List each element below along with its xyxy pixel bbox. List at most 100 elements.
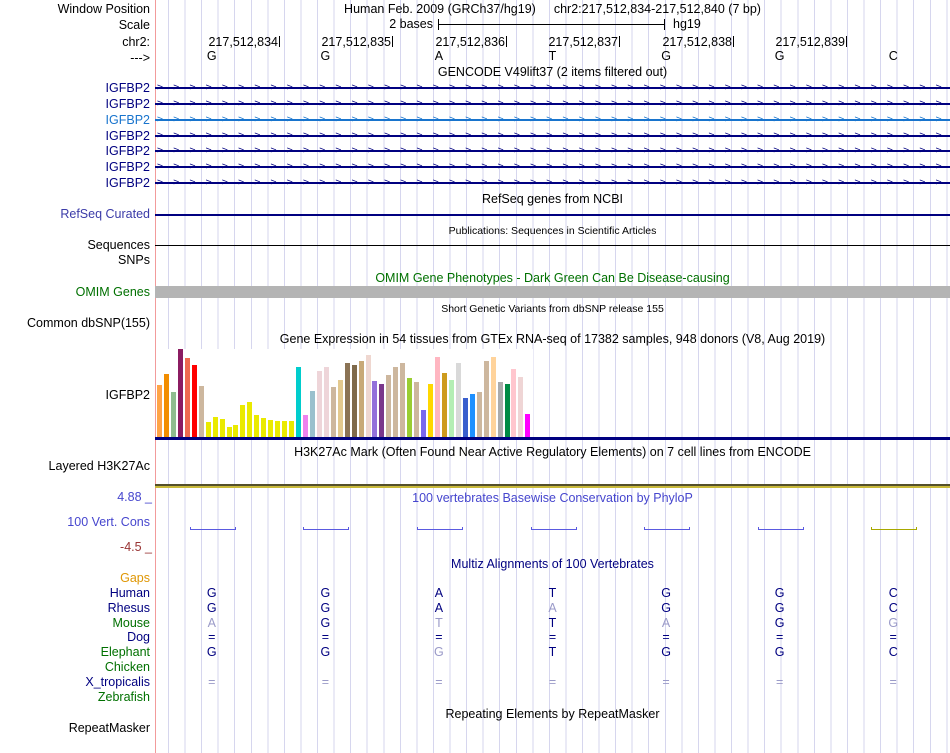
gtex-bar[interactable]: [317, 371, 322, 437]
gencode-gene-label[interactable]: IGFBP2: [105, 129, 150, 143]
gtex-bar[interactable]: [366, 355, 371, 437]
gencode-gene-label[interactable]: IGFBP2: [105, 81, 150, 95]
gtex-bar[interactable]: [275, 421, 280, 437]
gtex-bar[interactable]: [164, 373, 169, 437]
refseq-curated-label[interactable]: RefSeq Curated: [60, 207, 150, 221]
species-label-dog[interactable]: Dog: [127, 630, 150, 644]
gtex-bar[interactable]: [400, 363, 405, 437]
publications-track-title[interactable]: Publications: Sequences in Scientific Ar…: [448, 225, 657, 237]
gtex-bar[interactable]: [491, 356, 496, 437]
gtex-bar[interactable]: [372, 380, 377, 437]
refseq-gene-line[interactable]: [155, 214, 950, 216]
gtex-bar[interactable]: [206, 422, 211, 437]
gtex-bar[interactable]: [268, 420, 273, 437]
gencode-transcript-row[interactable]: >>>>>>>>>>>>>>>>>>>>>>>>>>>>>>>>>>>>>>>>…: [155, 159, 950, 174]
sequences-item-line[interactable]: [155, 245, 950, 246]
gtex-gene-label[interactable]: IGFBP2: [105, 388, 150, 402]
gtex-bar[interactable]: [498, 381, 503, 437]
gtex-bar[interactable]: [338, 379, 343, 437]
gtex-bar[interactable]: [157, 385, 162, 437]
phylop-track-title[interactable]: 100 vertebrates Basewise Conservation by…: [412, 491, 693, 505]
gencode-gene-label[interactable]: IGFBP2: [105, 160, 150, 174]
gencode-transcript-row[interactable]: >>>>>>>>>>>>>>>>>>>>>>>>>>>>>>>>>>>>>>>>…: [155, 128, 950, 143]
gtex-bar[interactable]: [331, 386, 336, 437]
gencode-gene-label[interactable]: IGFBP2: [105, 97, 150, 111]
gtex-bar[interactable]: [393, 366, 398, 437]
repeatmasker-track-title[interactable]: Repeating Elements by RepeatMasker: [445, 707, 660, 721]
gtex-bar[interactable]: [525, 414, 530, 437]
gencode-transcript-row[interactable]: >>>>>>>>>>>>>>>>>>>>>>>>>>>>>>>>>>>>>>>>…: [155, 175, 950, 190]
gtex-bar[interactable]: [192, 364, 197, 437]
gtex-bar[interactable]: [477, 392, 482, 437]
gencode-transcript-row[interactable]: >>>>>>>>>>>>>>>>>>>>>>>>>>>>>>>>>>>>>>>>…: [155, 143, 950, 158]
omim-track-title[interactable]: OMIM Gene Phenotypes - Dark Green Can Be…: [375, 271, 730, 285]
gtex-bar[interactable]: [386, 375, 391, 437]
species-label-human[interactable]: Human: [109, 586, 150, 600]
gencode-transcript-row[interactable]: >>>>>>>>>>>>>>>>>>>>>>>>>>>>>>>>>>>>>>>>…: [155, 112, 950, 127]
refseq-track-title[interactable]: RefSeq genes from NCBI: [481, 192, 624, 206]
species-label-elephant[interactable]: Elephant: [100, 645, 150, 659]
gtex-bar[interactable]: [352, 364, 357, 437]
gencode-transcript-row[interactable]: >>>>>>>>>>>>>>>>>>>>>>>>>>>>>>>>>>>>>>>>…: [155, 96, 950, 111]
vert-cons-label[interactable]: 100 Vert. Cons: [67, 515, 150, 529]
gencode-transcript-row[interactable]: >>>>>>>>>>>>>>>>>>>>>>>>>>>>>>>>>>>>>>>>…: [155, 80, 950, 95]
gtex-bar[interactable]: [261, 417, 266, 437]
gtex-bar[interactable]: [233, 424, 238, 437]
omim-genes-label[interactable]: OMIM Genes: [75, 285, 150, 299]
gtex-bar[interactable]: [359, 361, 364, 437]
species-label-chicken[interactable]: Chicken: [104, 660, 150, 674]
gtex-bar[interactable]: [213, 416, 218, 437]
scale-bar-right-tick: [664, 19, 665, 30]
gtex-bar[interactable]: [407, 378, 412, 437]
gtex-bar[interactable]: [518, 377, 523, 437]
species-label-mouse[interactable]: Mouse: [112, 616, 150, 630]
species-label-zebrafish[interactable]: Zebrafish: [97, 690, 150, 704]
gtex-bar[interactable]: [324, 366, 329, 437]
sequences-label[interactable]: Sequences: [87, 238, 150, 252]
gtex-bar[interactable]: [303, 415, 308, 437]
gtex-bar[interactable]: [289, 421, 294, 437]
common-dbsnp-label[interactable]: Common dbSNP(155): [27, 316, 150, 330]
gtex-bar[interactable]: [185, 357, 190, 437]
gtex-bar[interactable]: [220, 419, 225, 437]
layered-h3k27ac-label[interactable]: Layered H3K27Ac: [48, 459, 150, 473]
gtex-bar[interactable]: [463, 398, 468, 437]
gtex-bar[interactable]: [240, 405, 245, 437]
gtex-bar[interactable]: [435, 356, 440, 437]
gtex-bar[interactable]: [310, 391, 315, 437]
h3k27ac-track-title[interactable]: H3K27Ac Mark (Often Found Near Active Re…: [294, 445, 811, 459]
gtex-bar[interactable]: [414, 381, 419, 437]
gtex-bar[interactable]: [428, 384, 433, 437]
gtex-bar[interactable]: [442, 372, 447, 437]
gtex-bar[interactable]: [171, 392, 176, 437]
gtex-track-title[interactable]: Gene Expression in 54 tissues from GTEx …: [279, 332, 826, 346]
gtex-bar[interactable]: [470, 393, 475, 437]
repeatmasker-label[interactable]: RepeatMasker: [68, 721, 150, 735]
omim-gene-bar[interactable]: [155, 286, 950, 298]
gencode-track-title[interactable]: GENCODE V49lift37 (2 items filtered out): [437, 65, 668, 79]
gtex-bar[interactable]: [449, 379, 454, 437]
gtex-bar[interactable]: [505, 384, 510, 437]
gencode-gene-label[interactable]: IGFBP2: [105, 113, 150, 127]
dbsnp-track-title[interactable]: Short Genetic Variants from dbSNP releas…: [441, 303, 664, 315]
species-label-rhesus[interactable]: Rhesus: [107, 601, 150, 615]
gencode-gene-label[interactable]: IGFBP2: [105, 176, 150, 190]
gtex-bar[interactable]: [296, 366, 301, 437]
gtex-bar[interactable]: [484, 361, 489, 437]
gtex-bar[interactable]: [199, 386, 204, 437]
gtex-bar[interactable]: [379, 384, 384, 437]
gtex-bar[interactable]: [178, 349, 183, 437]
species-label-x_tropicalis[interactable]: X_tropicalis: [85, 675, 150, 689]
gencode-gene-label[interactable]: IGFBP2: [105, 144, 150, 158]
gtex-bar[interactable]: [345, 363, 350, 437]
gtex-bar[interactable]: [421, 409, 426, 437]
gtex-bar[interactable]: [282, 421, 287, 437]
gtex-bar[interactable]: [456, 363, 461, 437]
gtex-bar[interactable]: [511, 369, 516, 437]
gtex-bar[interactable]: [254, 415, 259, 437]
snps-label[interactable]: SNPs: [118, 253, 150, 267]
multiz-track-title[interactable]: Multiz Alignments of 100 Vertebrates: [451, 557, 654, 571]
gtex-bar[interactable]: [247, 401, 252, 437]
species-label-gaps[interactable]: Gaps: [120, 571, 150, 585]
gtex-bar[interactable]: [227, 427, 232, 437]
